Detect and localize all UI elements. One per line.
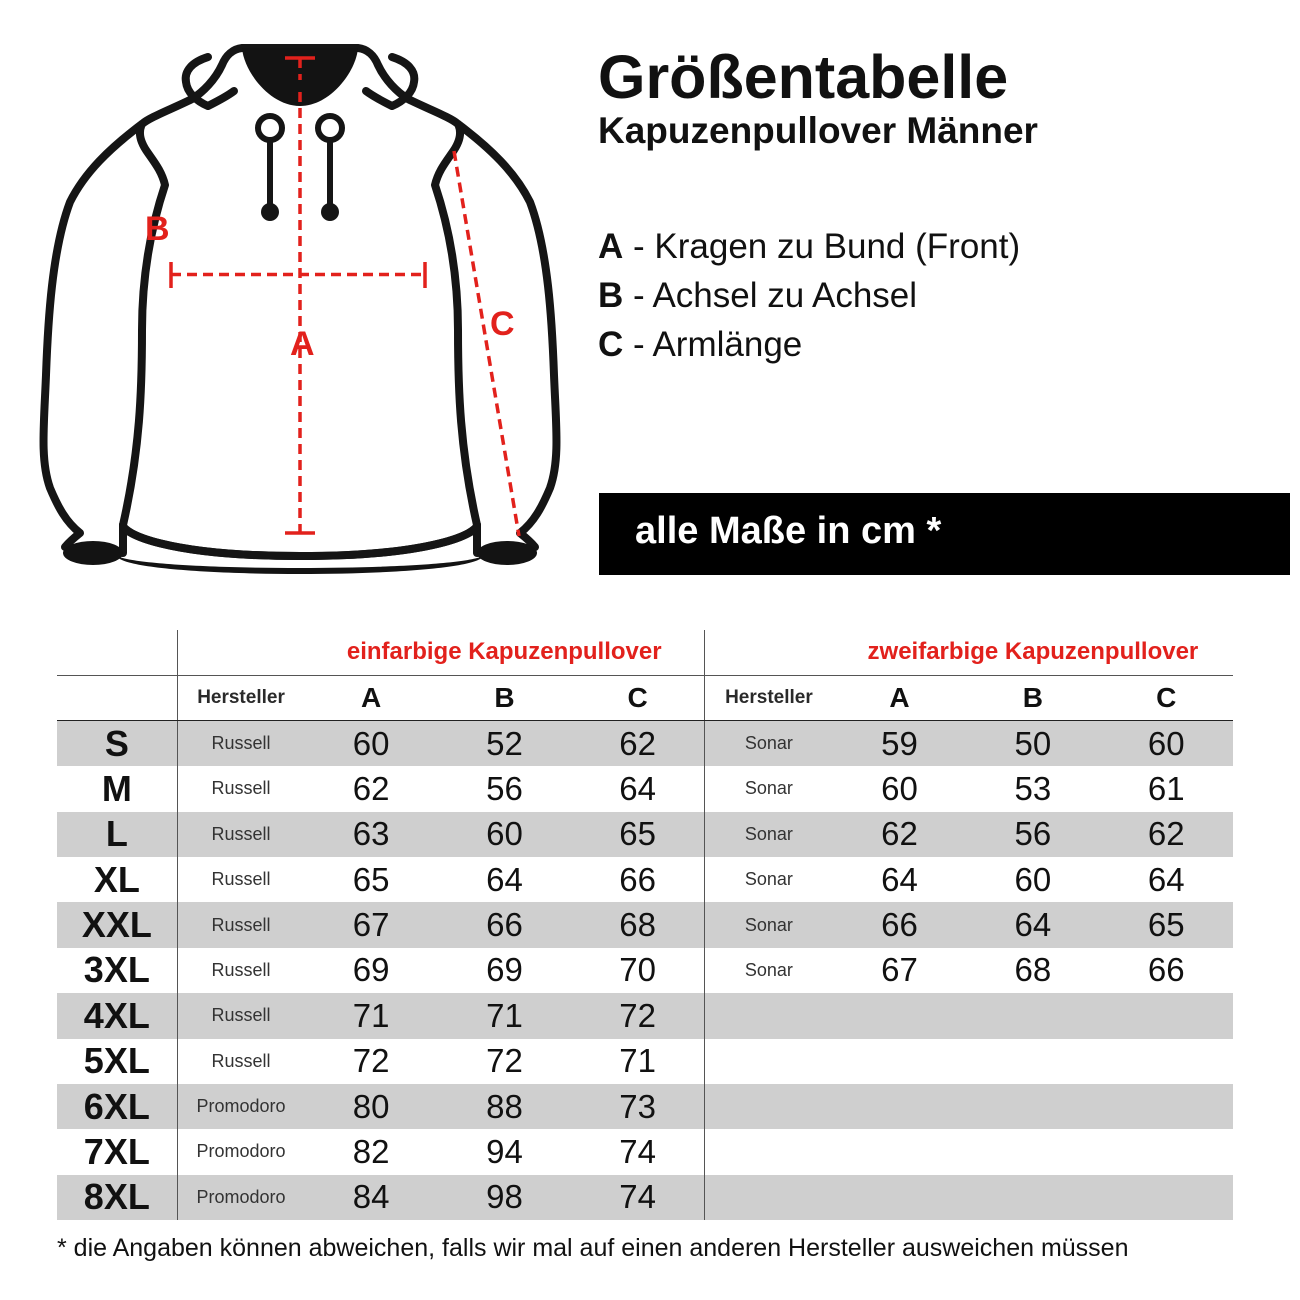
svg-text:A: A [290, 325, 315, 363]
svg-text:C: C [490, 305, 515, 343]
svg-text:B: B [145, 210, 170, 248]
